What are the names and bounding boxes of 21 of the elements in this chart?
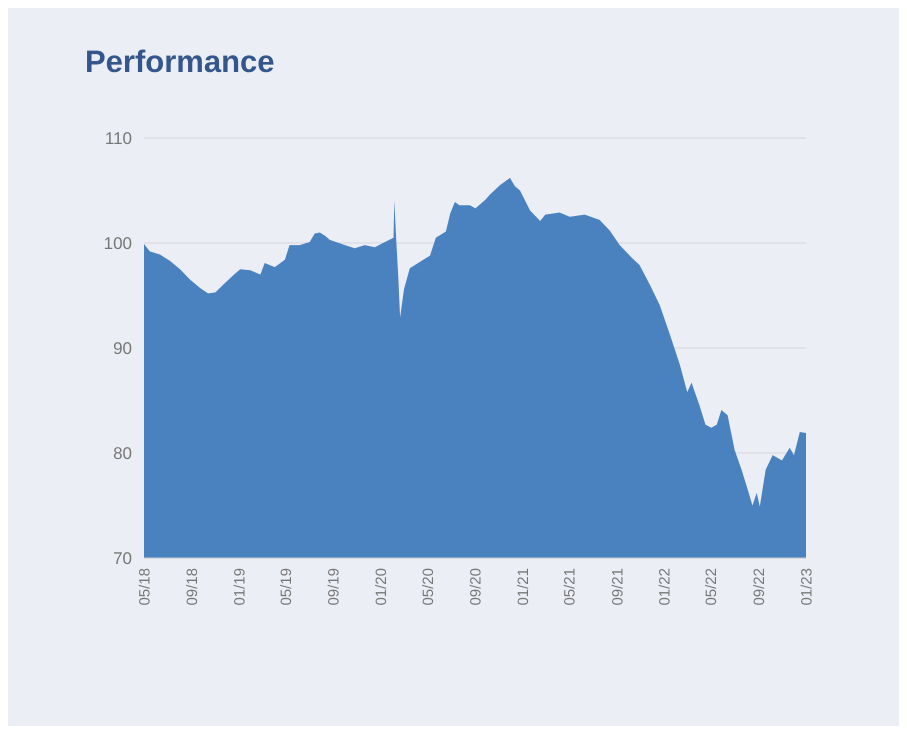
x-tick-label: 09/18 xyxy=(184,568,201,606)
y-tick-label: 110 xyxy=(104,128,132,148)
y-tick-label: 70 xyxy=(113,548,132,568)
y-tick-label: 80 xyxy=(113,444,132,463)
x-tick-label: 01/22 xyxy=(656,568,674,606)
x-tick-label: 09/22 xyxy=(750,568,768,606)
x-tick-label: 01/19 xyxy=(231,568,248,606)
x-tick-label: 05/20 xyxy=(420,568,437,606)
y-tick-label: 100 xyxy=(104,234,132,253)
x-tick-label: 09/20 xyxy=(468,568,485,606)
chart-title: Performance xyxy=(85,44,275,79)
x-tick-label: 05/21 xyxy=(562,568,579,606)
x-tick-label: 09/21 xyxy=(609,568,626,606)
x-tick-label: 01/23 xyxy=(798,568,816,606)
x-tick-label: 09/19 xyxy=(326,568,343,606)
x-tick-label: 05/18 xyxy=(136,568,154,606)
x-tick-label: 01/20 xyxy=(372,568,390,606)
x-tick-label: 05/22 xyxy=(703,568,720,606)
x-tick-label: 01/21 xyxy=(514,568,532,606)
x-tick-label: 05/19 xyxy=(278,568,295,606)
y-tick-label: 90 xyxy=(113,338,132,358)
